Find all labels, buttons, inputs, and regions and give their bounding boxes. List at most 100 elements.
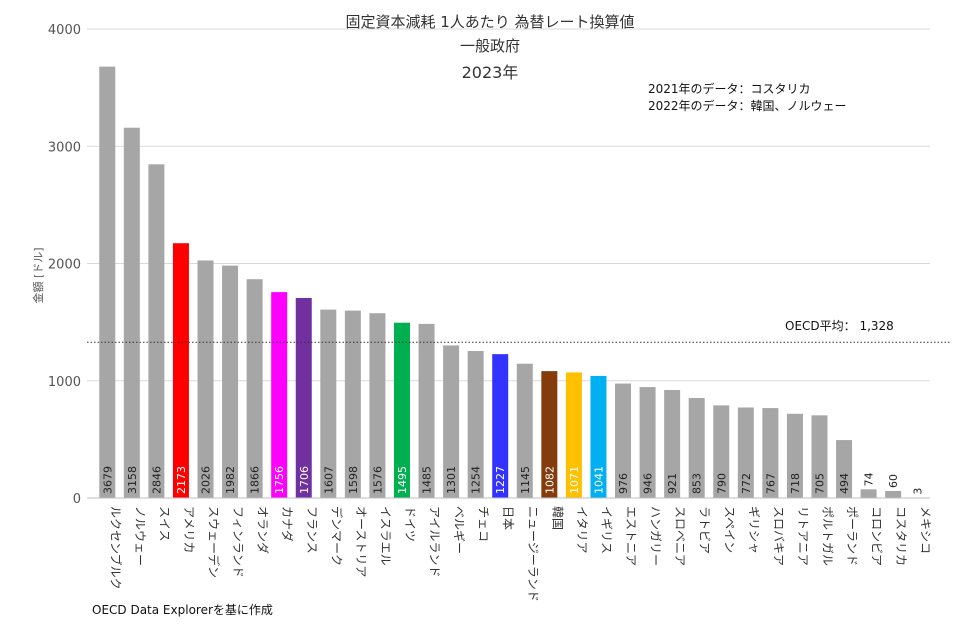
data-label: 3679 <box>101 466 114 494</box>
bar <box>860 489 877 498</box>
bar <box>664 390 681 498</box>
bar <box>443 345 460 498</box>
data-label: 1607 <box>322 466 335 494</box>
data-label: 1071 <box>568 466 581 494</box>
data-label: 2173 <box>175 466 188 494</box>
y-tick-label: 2000 <box>48 258 81 273</box>
x-tick-label: ラトビア <box>698 506 712 554</box>
x-tick-label: イスラエル <box>378 506 392 566</box>
data-label: 1254 <box>470 466 483 494</box>
bar <box>737 407 754 498</box>
data-label: 976 <box>617 473 630 494</box>
bar <box>688 397 705 498</box>
data-label: 1301 <box>445 466 458 494</box>
x-tick-label: メキシコ <box>919 506 933 554</box>
data-label: 946 <box>642 473 655 494</box>
data-label: 2846 <box>150 466 163 494</box>
data-label: 705 <box>813 473 826 494</box>
x-tick-label: チェコ <box>477 506 491 542</box>
x-tick-label: ルクセンブルク <box>108 506 123 590</box>
bar <box>811 415 828 498</box>
y-tick-label: 3000 <box>48 140 81 155</box>
source-note: OECD Data Explorerを基に作成 <box>92 603 273 617</box>
oecd-average-label: OECD平均： 1,328 <box>785 319 894 333</box>
x-tick-label: フィンランド <box>231 506 245 578</box>
x-tick-label: オランダ <box>256 506 271 554</box>
bar <box>344 310 361 498</box>
bar <box>418 323 435 498</box>
data-label: 1576 <box>371 466 384 494</box>
y-tick-label: 0 <box>73 492 81 507</box>
x-tick-label: アメリカ <box>182 506 196 553</box>
data-label: 1706 <box>298 466 311 494</box>
x-tick-label: スペイン <box>722 506 736 553</box>
bar <box>516 363 533 498</box>
x-tick-label: アイルランド <box>428 506 442 577</box>
data-label: 1041 <box>592 466 605 494</box>
y-axis-label: 金額 [ドル] <box>31 247 45 303</box>
chart-title-line2: 一般政府 <box>459 37 520 55</box>
data-label: 1982 <box>224 466 237 494</box>
x-tick-label: スイス <box>157 506 171 542</box>
data-label: 2026 <box>200 466 213 494</box>
x-tick-label: ポーランド <box>845 506 859 566</box>
data-label: 74 <box>863 472 876 486</box>
data-label: 718 <box>789 473 802 494</box>
note-2021-data: 2021年のデータ：コスタリカ <box>648 82 811 96</box>
data-label: 1756 <box>273 466 286 494</box>
data-label: 1082 <box>543 466 556 494</box>
data-label: 3158 <box>126 466 139 494</box>
bar <box>369 313 386 498</box>
data-label: 1485 <box>421 466 434 494</box>
bar <box>565 372 582 498</box>
bar <box>99 66 116 498</box>
chart-title-line3: 2023年 <box>461 63 519 82</box>
y-tick-label: 4000 <box>48 23 81 38</box>
data-label: 1145 <box>519 466 532 494</box>
x-tick-label: コスタリカ <box>894 506 908 566</box>
data-label: 60 <box>887 474 900 488</box>
data-label: 1598 <box>347 466 360 494</box>
x-tick-label: デンマーク <box>329 506 344 566</box>
data-label: 767 <box>764 473 777 494</box>
bar <box>467 350 484 498</box>
bar <box>246 279 263 498</box>
data-label: 772 <box>740 473 753 494</box>
data-label: 1227 <box>494 466 507 494</box>
x-tick-label: カナダ <box>280 506 295 542</box>
bar <box>492 354 509 498</box>
y-tick-label: 1000 <box>48 375 81 390</box>
bar <box>885 490 902 498</box>
data-label: 3 <box>912 488 925 495</box>
data-label: 853 <box>691 473 704 494</box>
x-tick-label: コロンビア <box>870 506 884 566</box>
bar <box>295 297 312 498</box>
x-tick-label: イタリア <box>575 506 589 554</box>
note-2022-data: 2022年のデータ：韓国、ノルウェー <box>648 99 847 113</box>
data-label: 1866 <box>249 466 262 494</box>
x-tick-label: オーストリア <box>354 506 368 577</box>
x-tick-label: 韓国 <box>550 506 564 530</box>
x-tick-label: 日本 <box>501 506 515 530</box>
data-label: 1495 <box>396 466 409 494</box>
x-tick-label: リトアニア <box>796 506 810 566</box>
chart-title-line1: 固定資本減耗 1人あたり 為替レート換算値 <box>345 13 635 31</box>
x-tick-label: ギリシャ <box>747 506 761 554</box>
bar <box>271 292 288 498</box>
x-tick-label: フランス <box>305 506 319 554</box>
bar <box>541 371 558 498</box>
x-tick-label: ハンガリー <box>649 506 663 566</box>
bar <box>615 383 632 498</box>
x-tick-label: ドイツ <box>403 506 417 542</box>
bar <box>713 405 730 498</box>
bar <box>393 322 410 498</box>
bar <box>197 260 214 498</box>
bar <box>786 413 803 498</box>
x-tick-label: イギリス <box>599 506 613 554</box>
bar <box>172 243 189 498</box>
bar <box>320 309 337 498</box>
bar <box>222 265 239 498</box>
x-tick-label: ニュージーランド <box>526 506 540 602</box>
x-tick-label: スロバキア <box>771 506 785 566</box>
x-tick-label: ノルウェー <box>133 506 147 566</box>
